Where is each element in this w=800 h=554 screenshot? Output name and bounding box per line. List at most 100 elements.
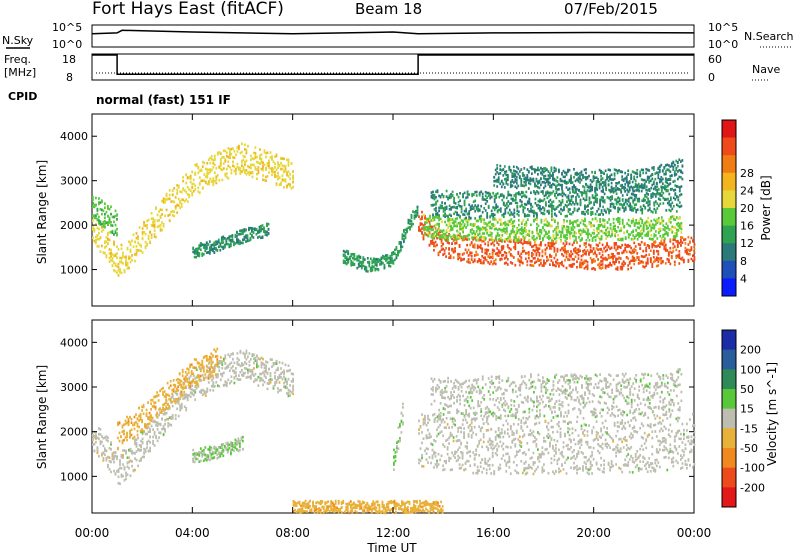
heatmap-cell [613, 255, 616, 258]
heatmap-cell [664, 164, 667, 167]
heatmap-cell [236, 239, 238, 242]
heatmap-cell [200, 379, 203, 382]
heatmap-cell [670, 255, 673, 258]
heatmap-cell [615, 257, 617, 261]
heatmap-cell [584, 207, 586, 210]
heatmap-cell [680, 231, 683, 234]
heatmap-cell [239, 167, 242, 170]
heatmap-cell [529, 243, 532, 246]
heatmap-cell [236, 237, 238, 241]
heatmap-cell [204, 167, 207, 171]
heatmap-cell [208, 252, 211, 255]
heatmap-cell [604, 169, 607, 173]
heatmap-cell [177, 402, 180, 405]
heatmap-cell [532, 264, 535, 267]
heatmap-cell [265, 175, 267, 179]
heatmap-cell [150, 212, 153, 215]
heatmap-cell [125, 261, 127, 265]
heatmap-cell [530, 207, 532, 211]
heatmap-cell [571, 263, 574, 266]
heatmap-cell [604, 256, 607, 260]
heatmap-cell [423, 227, 425, 230]
heatmap-cell [617, 234, 619, 237]
heatmap-cell [517, 252, 520, 255]
heatmap-cell [607, 183, 610, 187]
heatmap-cell [669, 188, 672, 191]
heatmap-cell [383, 263, 386, 267]
heatmap-cell [652, 250, 655, 254]
heatmap-cell [451, 248, 453, 252]
heatmap-cell [646, 257, 649, 260]
heatmap-cell [277, 166, 279, 169]
heatmap-cell [493, 239, 496, 243]
heatmap-cell [439, 217, 442, 221]
heatmap-cell [636, 169, 639, 172]
heatmap-cell [466, 223, 469, 227]
heatmap-cell [185, 393, 188, 397]
heatmap-cell [479, 244, 482, 247]
heatmap-cell [129, 241, 132, 244]
heatmap-cell [156, 424, 159, 427]
heatmap-cell [92, 198, 94, 202]
heatmap-cell [424, 215, 426, 218]
heatmap-cell [639, 243, 642, 247]
heatmap-cell [521, 174, 524, 177]
heatmap-cell [443, 249, 446, 252]
heatmap-cell [125, 477, 127, 481]
heatmap-cell [223, 246, 226, 249]
heatmap-cell [645, 261, 648, 265]
heatmap-cell [219, 242, 222, 246]
heatmap-cell [579, 261, 581, 264]
heatmap-cell [570, 179, 572, 183]
heatmap-cell [96, 436, 99, 440]
heatmap-cell [671, 231, 674, 234]
heatmap-cell [126, 261, 129, 265]
heatmap-cell [675, 173, 678, 176]
heatmap-cell [598, 262, 601, 265]
heatmap-cell [669, 240, 672, 243]
heatmap-cell [567, 188, 569, 191]
heatmap-cell [663, 172, 666, 176]
heatmap-cell [676, 161, 679, 164]
heatmap-cell [647, 226, 650, 230]
heatmap-cell [669, 246, 672, 250]
heatmap-cell [657, 167, 660, 171]
heatmap-cell [368, 260, 371, 264]
heatmap-cell [642, 197, 645, 201]
heatmap-cell [647, 221, 650, 224]
heatmap-cell [544, 243, 547, 247]
heatmap-cell [104, 453, 106, 457]
heatmap-cell [450, 193, 452, 196]
heatmap-cell [413, 215, 416, 219]
heatmap-cell [129, 449, 132, 453]
heatmap-cell [647, 209, 650, 212]
heatmap-cell [451, 226, 454, 230]
heatmap-cell [505, 232, 508, 235]
heatmap-cell [207, 182, 210, 186]
heatmap-cell [345, 258, 348, 262]
heatmap-cell [521, 184, 524, 187]
heatmap-cell [567, 226, 570, 229]
heatmap-cell [552, 263, 554, 267]
heatmap-cell [487, 234, 490, 237]
heatmap-cell [149, 449, 151, 453]
heatmap-cell [249, 237, 252, 240]
heatmap-cell [561, 230, 564, 234]
heatmap-cell [438, 214, 440, 217]
heatmap-cell [626, 202, 629, 206]
heatmap-cell [457, 235, 460, 239]
heatmap-cell [152, 222, 154, 226]
heatmap-cell [538, 263, 541, 267]
heatmap-cell [636, 185, 639, 189]
heatmap-cell [438, 236, 440, 240]
heatmap-cell [131, 254, 133, 257]
heatmap-cell [585, 205, 588, 208]
heatmap-cell [617, 220, 619, 223]
heatmap-cell [117, 274, 120, 277]
heatmap-cell [534, 170, 536, 174]
heatmap-cell [144, 240, 147, 244]
heatmap-cell [472, 260, 475, 264]
heatmap-cell [539, 228, 541, 232]
heatmap-cell [462, 193, 464, 197]
heatmap-cell [651, 243, 654, 246]
